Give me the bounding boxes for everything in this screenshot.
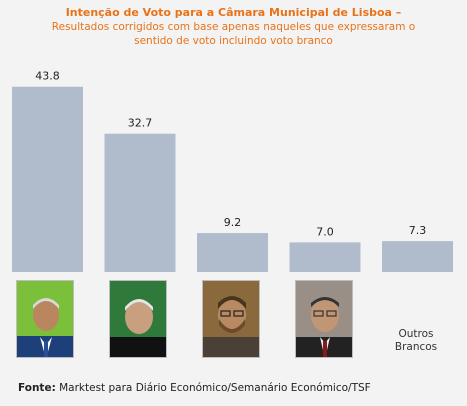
candidate-1-photo: [16, 280, 74, 358]
candidate-2-photo: [109, 280, 167, 358]
bar-value-label-3: 9.2: [224, 216, 242, 229]
bar-5: [382, 241, 453, 272]
bar-value-label-5: 7.3: [409, 224, 427, 237]
bar-3: [197, 233, 268, 272]
candidate-4-photo: [295, 280, 353, 358]
candidate-3-photo: [202, 280, 260, 358]
bar-value-label-4: 7.0: [316, 225, 334, 238]
bar-value-label-2: 32.7: [128, 117, 153, 130]
source-label: Fonte:: [18, 382, 56, 394]
chart-subtitle-line-2: sentido de voto incluindo voto branco: [134, 35, 333, 47]
source-text: Marktest para Diário Económico/Semanário…: [55, 382, 371, 394]
bar-4: [289, 242, 361, 272]
others-blank-label: Outros Brancos: [381, 328, 451, 354]
chart-title: Intenção de Voto para a Câmara Municipal…: [65, 6, 402, 19]
bar-2: [104, 133, 176, 272]
bar-1: [12, 86, 83, 272]
chart-title-block: Intenção de Voto para a Câmara Municipal…: [0, 6, 467, 48]
bar-chart: 43.8 32.7 9.2 7.0 7.3: [12, 70, 453, 272]
others-label-line-2: Brancos: [394, 341, 438, 353]
others-label-line-1: Outros: [398, 328, 434, 340]
source-note: Fonte: Marktest para Diário Económico/Se…: [18, 382, 371, 394]
bar-value-label-1: 43.8: [35, 70, 60, 83]
chart-subtitle-line-1: Resultados corrigidos com base apenas na…: [51, 21, 416, 33]
